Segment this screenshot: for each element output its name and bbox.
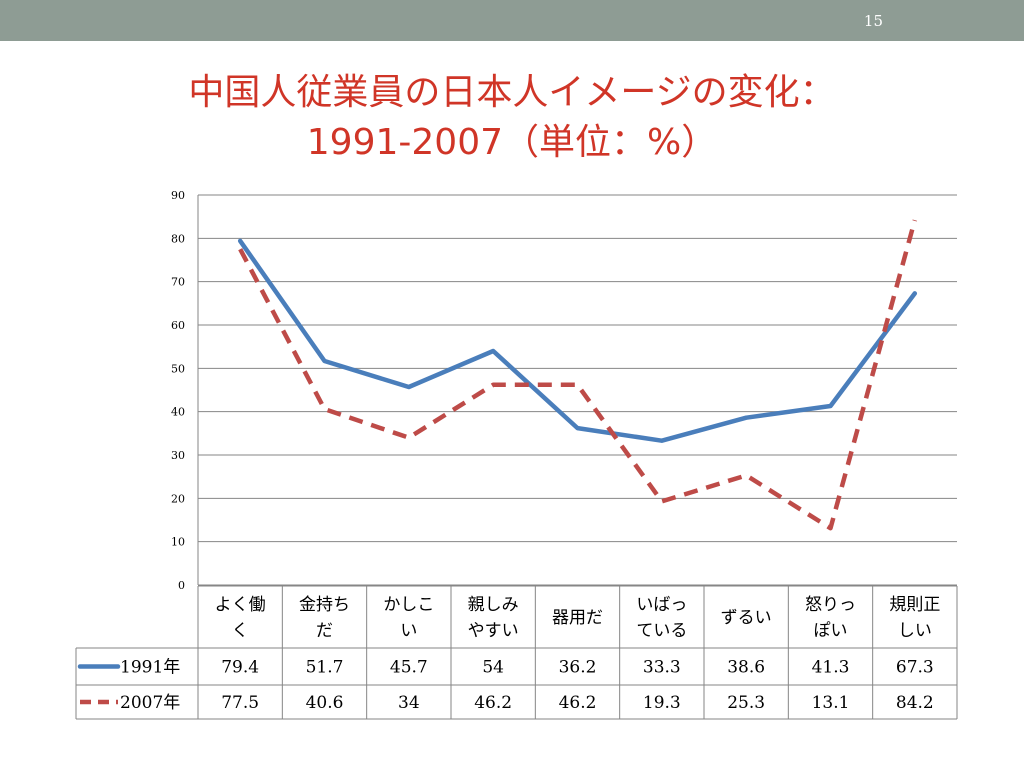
- slide-title-line-1: 中国人従業員の日本人イメージの変化：: [188, 72, 836, 113]
- y-tick-label: 0: [178, 579, 185, 592]
- y-tick-label: 50: [171, 362, 185, 375]
- data-value-label: 79.4: [221, 658, 259, 678]
- data-value-label: 36.2: [559, 658, 597, 678]
- data-value-label: 13.1: [812, 693, 850, 713]
- slide-title: 中国人従業員の日本人イメージの変化： 1991-2007（単位：%）: [0, 68, 1024, 168]
- x-category-label: 規則正: [889, 595, 940, 615]
- data-value-label: 51.7: [306, 658, 344, 678]
- x-category-label: やすい: [468, 621, 519, 641]
- y-tick-label: 70: [171, 276, 185, 289]
- data-value-label: 34: [398, 693, 420, 713]
- x-category-label: ている: [636, 621, 687, 641]
- x-category-label: よく働: [215, 595, 266, 615]
- y-tick-label: 80: [171, 232, 185, 245]
- legend-label: 2007年: [120, 693, 180, 713]
- data-value-label: 41.3: [812, 658, 850, 678]
- x-category-label: だ: [316, 621, 333, 641]
- y-tick-label: 90: [171, 189, 185, 202]
- data-value-label: 33.3: [643, 658, 681, 678]
- data-value-label: 67.3: [896, 658, 934, 678]
- slide-header-bar: 15: [0, 0, 1024, 41]
- x-category-label: く: [232, 621, 249, 641]
- x-category-label: しい: [898, 621, 932, 641]
- y-tick-label: 30: [171, 449, 185, 462]
- data-value-label: 46.2: [474, 693, 512, 713]
- x-category-label: ぽい: [814, 621, 848, 641]
- data-value-label: 38.6: [727, 658, 765, 678]
- y-tick-label: 10: [171, 536, 185, 549]
- page-number: 15: [863, 12, 883, 30]
- x-category-label: 親しみ: [468, 595, 519, 615]
- data-value-label: 25.3: [727, 693, 765, 713]
- y-tick-label: 60: [171, 319, 185, 332]
- data-value-label: 54: [482, 658, 504, 678]
- legend-label: 1991年: [120, 658, 180, 678]
- data-value-label: 45.7: [390, 658, 428, 678]
- data-value-label: 40.6: [306, 693, 344, 713]
- series-line-0: [237, 238, 918, 443]
- y-tick-label: 20: [171, 492, 185, 505]
- x-category-label: 怒りっ: [805, 595, 856, 615]
- x-category-label: かしこ: [383, 595, 434, 615]
- x-category-label: いばっ: [636, 595, 687, 615]
- data-value-label: 46.2: [559, 693, 597, 713]
- data-value-label: 19.3: [643, 693, 681, 713]
- x-category-label: い: [400, 621, 417, 641]
- x-category-label: 器用だ: [552, 608, 603, 628]
- y-tick-label: 40: [171, 406, 185, 419]
- x-category-label: ずるい: [721, 608, 772, 628]
- data-value-label: 84.2: [896, 693, 934, 713]
- x-category-label: 金持ち: [299, 595, 350, 615]
- slide-title-line-2: 1991-2007（単位：%）: [306, 122, 718, 163]
- data-value-label: 77.5: [221, 693, 259, 713]
- series-line-1: [238, 219, 917, 531]
